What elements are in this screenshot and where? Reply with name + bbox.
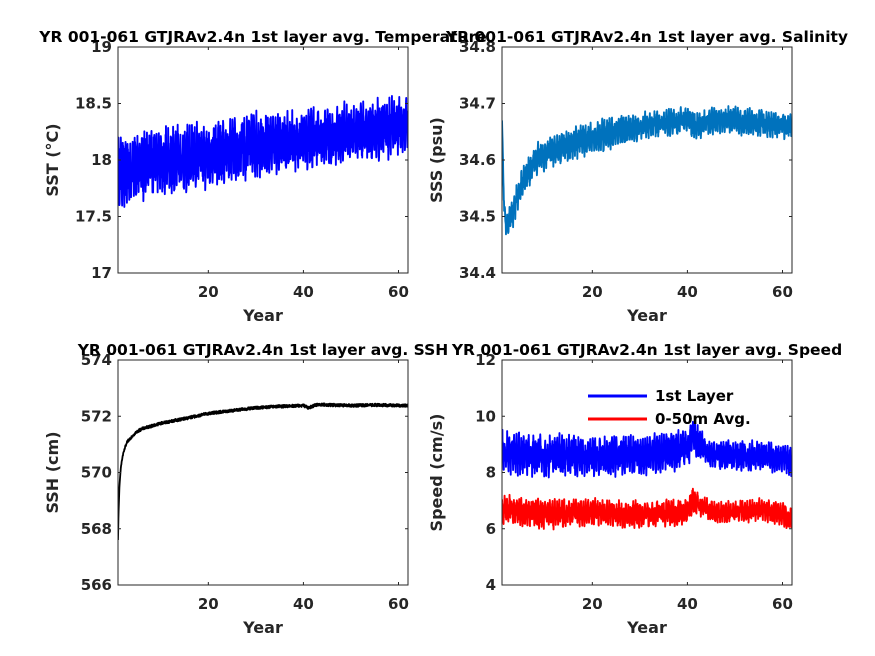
series-line-1 [118, 95, 408, 208]
x-tick-label: 40 [293, 283, 314, 301]
y-tick-label: 34.8 [459, 38, 496, 56]
series-line-1 [502, 105, 792, 236]
y-tick-label: 10 [475, 407, 496, 425]
y-tick-label: 19 [91, 38, 112, 56]
panel-2: 20 40 60 34.4 34.5 34.6 34.7 34.8 Year SSS (psu) Y… [427, 28, 848, 325]
x-tick-label: 40 [293, 595, 314, 613]
y-tick-label: 17 [91, 264, 112, 282]
series-line-1 [118, 402, 408, 541]
x-tick-label: 20 [198, 283, 219, 301]
y-tick-label: 566 [81, 576, 112, 594]
x-tick-label: 60 [388, 283, 409, 301]
x-tick-label: 20 [198, 595, 219, 613]
panel-title: YR 001-061 GTJRAv2.4n 1st layer avg. Spe… [451, 341, 842, 359]
x-tick-label: 40 [677, 283, 698, 301]
y-axis-label: Speed (cm/s) [427, 414, 446, 532]
series-line-2 [502, 487, 792, 531]
y-tick-label: 6 [486, 520, 496, 538]
y-tick-label: 12 [475, 351, 496, 369]
panel-1: 20 40 60 17 17.5 18 18.5 19 Year SST (°C) YR 001-0… [38, 28, 486, 325]
y-tick-label: 4 [486, 576, 496, 594]
panel-3: 20 40 60 566 568 570 572 574 Year SSH (cm) YR 001-… [43, 341, 448, 637]
x-tick-label: 60 [772, 595, 793, 613]
panel-title: YR 001-061 GTJRAv2.4n 1st layer avg. SSH [77, 341, 449, 359]
series-line-1 [502, 420, 792, 479]
y-tick-label: 34.7 [459, 95, 496, 113]
y-tick-label: 8 [486, 464, 496, 482]
y-tick-label: 570 [81, 464, 112, 482]
y-tick-label: 568 [81, 520, 112, 538]
y-axis-label: SSH (cm) [43, 431, 62, 513]
panel-title: YR 001-061 GTJRAv2.4n 1st layer avg. Sal… [445, 28, 848, 46]
y-tick-label: 574 [81, 351, 112, 369]
x-tick-label: 40 [677, 595, 698, 613]
legend: 1st Layer 0-50m Avg. [588, 387, 751, 428]
x-tick-label: 60 [388, 595, 409, 613]
y-axis-label: SST (°C) [43, 123, 62, 196]
x-tick-label: 20 [582, 595, 603, 613]
y-tick-label: 17.5 [75, 208, 112, 226]
legend-label: 1st Layer [655, 387, 734, 405]
x-axis-label: Year [626, 306, 667, 325]
plot-area [118, 360, 408, 585]
y-tick-label: 34.5 [459, 208, 496, 226]
y-tick-label: 18 [91, 151, 112, 169]
y-tick-label: 34.6 [459, 151, 496, 169]
x-tick-label: 60 [772, 283, 793, 301]
y-tick-label: 18.5 [75, 95, 112, 113]
x-axis-label: Year [242, 618, 283, 637]
y-tick-label: 572 [81, 407, 112, 425]
y-tick-label: 34.4 [459, 264, 496, 282]
legend-label: 0-50m Avg. [655, 410, 751, 428]
x-axis-label: Year [626, 618, 667, 637]
x-axis-label: Year [242, 306, 283, 325]
y-axis-label: SSS (psu) [427, 117, 446, 203]
panel-title: YR 001-061 GTJRAv2.4n 1st layer avg. Tem… [38, 28, 486, 46]
x-tick-label: 20 [582, 283, 603, 301]
panel-4: 20 40 60 4 6 8 10 12 Year Speed (cm/s) YR 001-061 … [427, 341, 842, 637]
